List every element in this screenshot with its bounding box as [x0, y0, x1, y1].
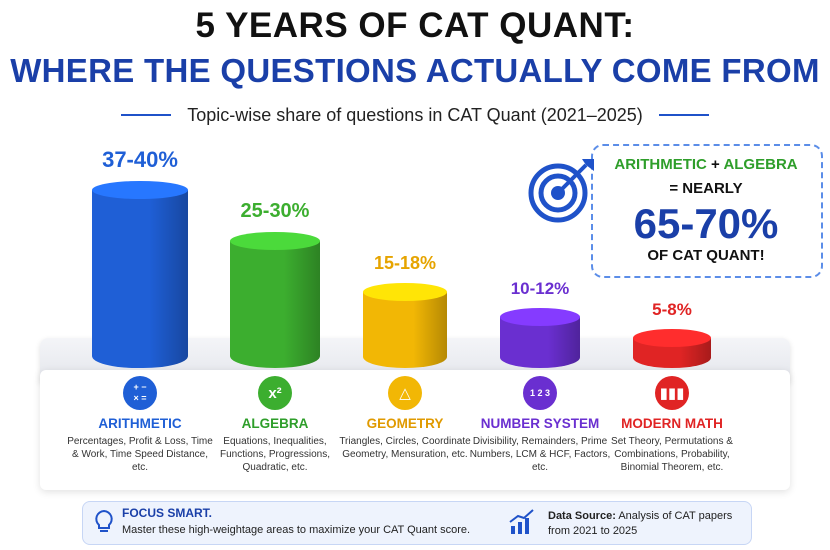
category-description: Divisibility, Remainders, Prime Numbers,… — [469, 436, 611, 473]
growth-chart-icon — [509, 509, 534, 534]
subtitle-row: Topic-wise share of questions in CAT Qua… — [0, 100, 830, 130]
category-name: ARITHMETIC — [98, 416, 182, 431]
bar-arithmetic — [92, 190, 188, 368]
page-title-line2: WHERE THE QUESTIONS ACTUALLY COME FROM — [10, 52, 820, 89]
callout-box — [591, 144, 823, 278]
category-description: Equations, Inequalities, Functions, Prog… — [219, 436, 331, 473]
value-label: 5-8% — [652, 300, 692, 319]
subtitle: Topic-wise share of questions in CAT Qua… — [187, 104, 643, 125]
category-description: Triangles, Circles, Coordinate Geometry,… — [339, 436, 471, 460]
target-arrow-icon — [528, 159, 594, 223]
category-name: ALGEBRA — [241, 416, 309, 431]
bar-top-3 — [500, 308, 580, 326]
callout-line2: = NEARLY — [669, 180, 743, 197]
focus-title: FOCUS SMART. — [122, 506, 212, 520]
data-source: Data Source: Analysis of CAT papers — [548, 510, 732, 522]
value-label: 10-12% — [510, 279, 570, 298]
bar-top-0 — [92, 181, 188, 199]
category-description: Set Theory, Permutations & Combinations,… — [611, 436, 733, 473]
category-geometry: △ GEOMETRY Triangles, Circles, Coordinate … — [330, 376, 480, 461]
footer-bar — [82, 501, 752, 545]
category-arithmetic: + − × = ARITHMETIC Percentages, Profit & L… — [65, 376, 215, 474]
callout-arithmetic: ARITHMETIC — [614, 156, 707, 173]
category-description: Percentages, Profit & Loss, Time & Work,… — [67, 436, 213, 473]
bar-geometry — [363, 292, 447, 368]
bar-top-2 — [363, 283, 447, 301]
category-algebra: x² ALGEBRA Equations, Inequalities, Functi… — [200, 376, 350, 474]
triangle-icon: △ — [388, 376, 422, 410]
callout-line4: OF CAT QUANT! — [647, 247, 765, 264]
callout-big-number: 65-70% — [633, 200, 779, 247]
bar-top-4 — [633, 329, 711, 347]
callout-algebra: ALGEBRA — [723, 156, 798, 173]
page-title: 5 YEARS OF CAT QUANT: — [195, 6, 635, 45]
focus-text: Master these high-weightage areas to max… — [122, 524, 471, 536]
subtitle-rule-right — [658, 114, 709, 116]
lightbulb-icon — [95, 509, 113, 532]
value-label: 15-18% — [373, 253, 437, 273]
numbers-123-icon: 1 2 3 — [523, 376, 557, 410]
data-source-text1: Analysis of CAT papers — [618, 510, 733, 522]
bar-chart-icon: ▮▮▮ — [655, 376, 689, 410]
category-modern-math: ▮▮▮ MODERN MATH Set Theory, Permutations &… — [597, 376, 747, 474]
value-label: 25-30% — [240, 200, 310, 222]
callout-plus: + — [706, 156, 724, 173]
x-squared-icon: x² — [258, 376, 292, 410]
category-name: NUMBER SYSTEM — [480, 416, 600, 431]
subtitle-rule-left — [121, 114, 172, 116]
category-name: MODERN MATH — [621, 416, 723, 431]
callout-line1: ARITHMETIC + ALGEBRA — [596, 156, 816, 173]
category-number-system: 1 2 3 NUMBER SYSTEM Divisibility, Remainde… — [465, 376, 615, 474]
data-source-label: Data Source: — [548, 510, 616, 522]
category-name: GEOMETRY — [366, 416, 444, 431]
bar-algebra — [230, 241, 320, 368]
bar-top-1 — [230, 232, 320, 250]
plus-minus-times-equals-icon: + − × = — [123, 376, 157, 410]
value-label: 37-40% — [102, 147, 178, 172]
data-source-text2: from 2021 to 2025 — [548, 525, 638, 537]
